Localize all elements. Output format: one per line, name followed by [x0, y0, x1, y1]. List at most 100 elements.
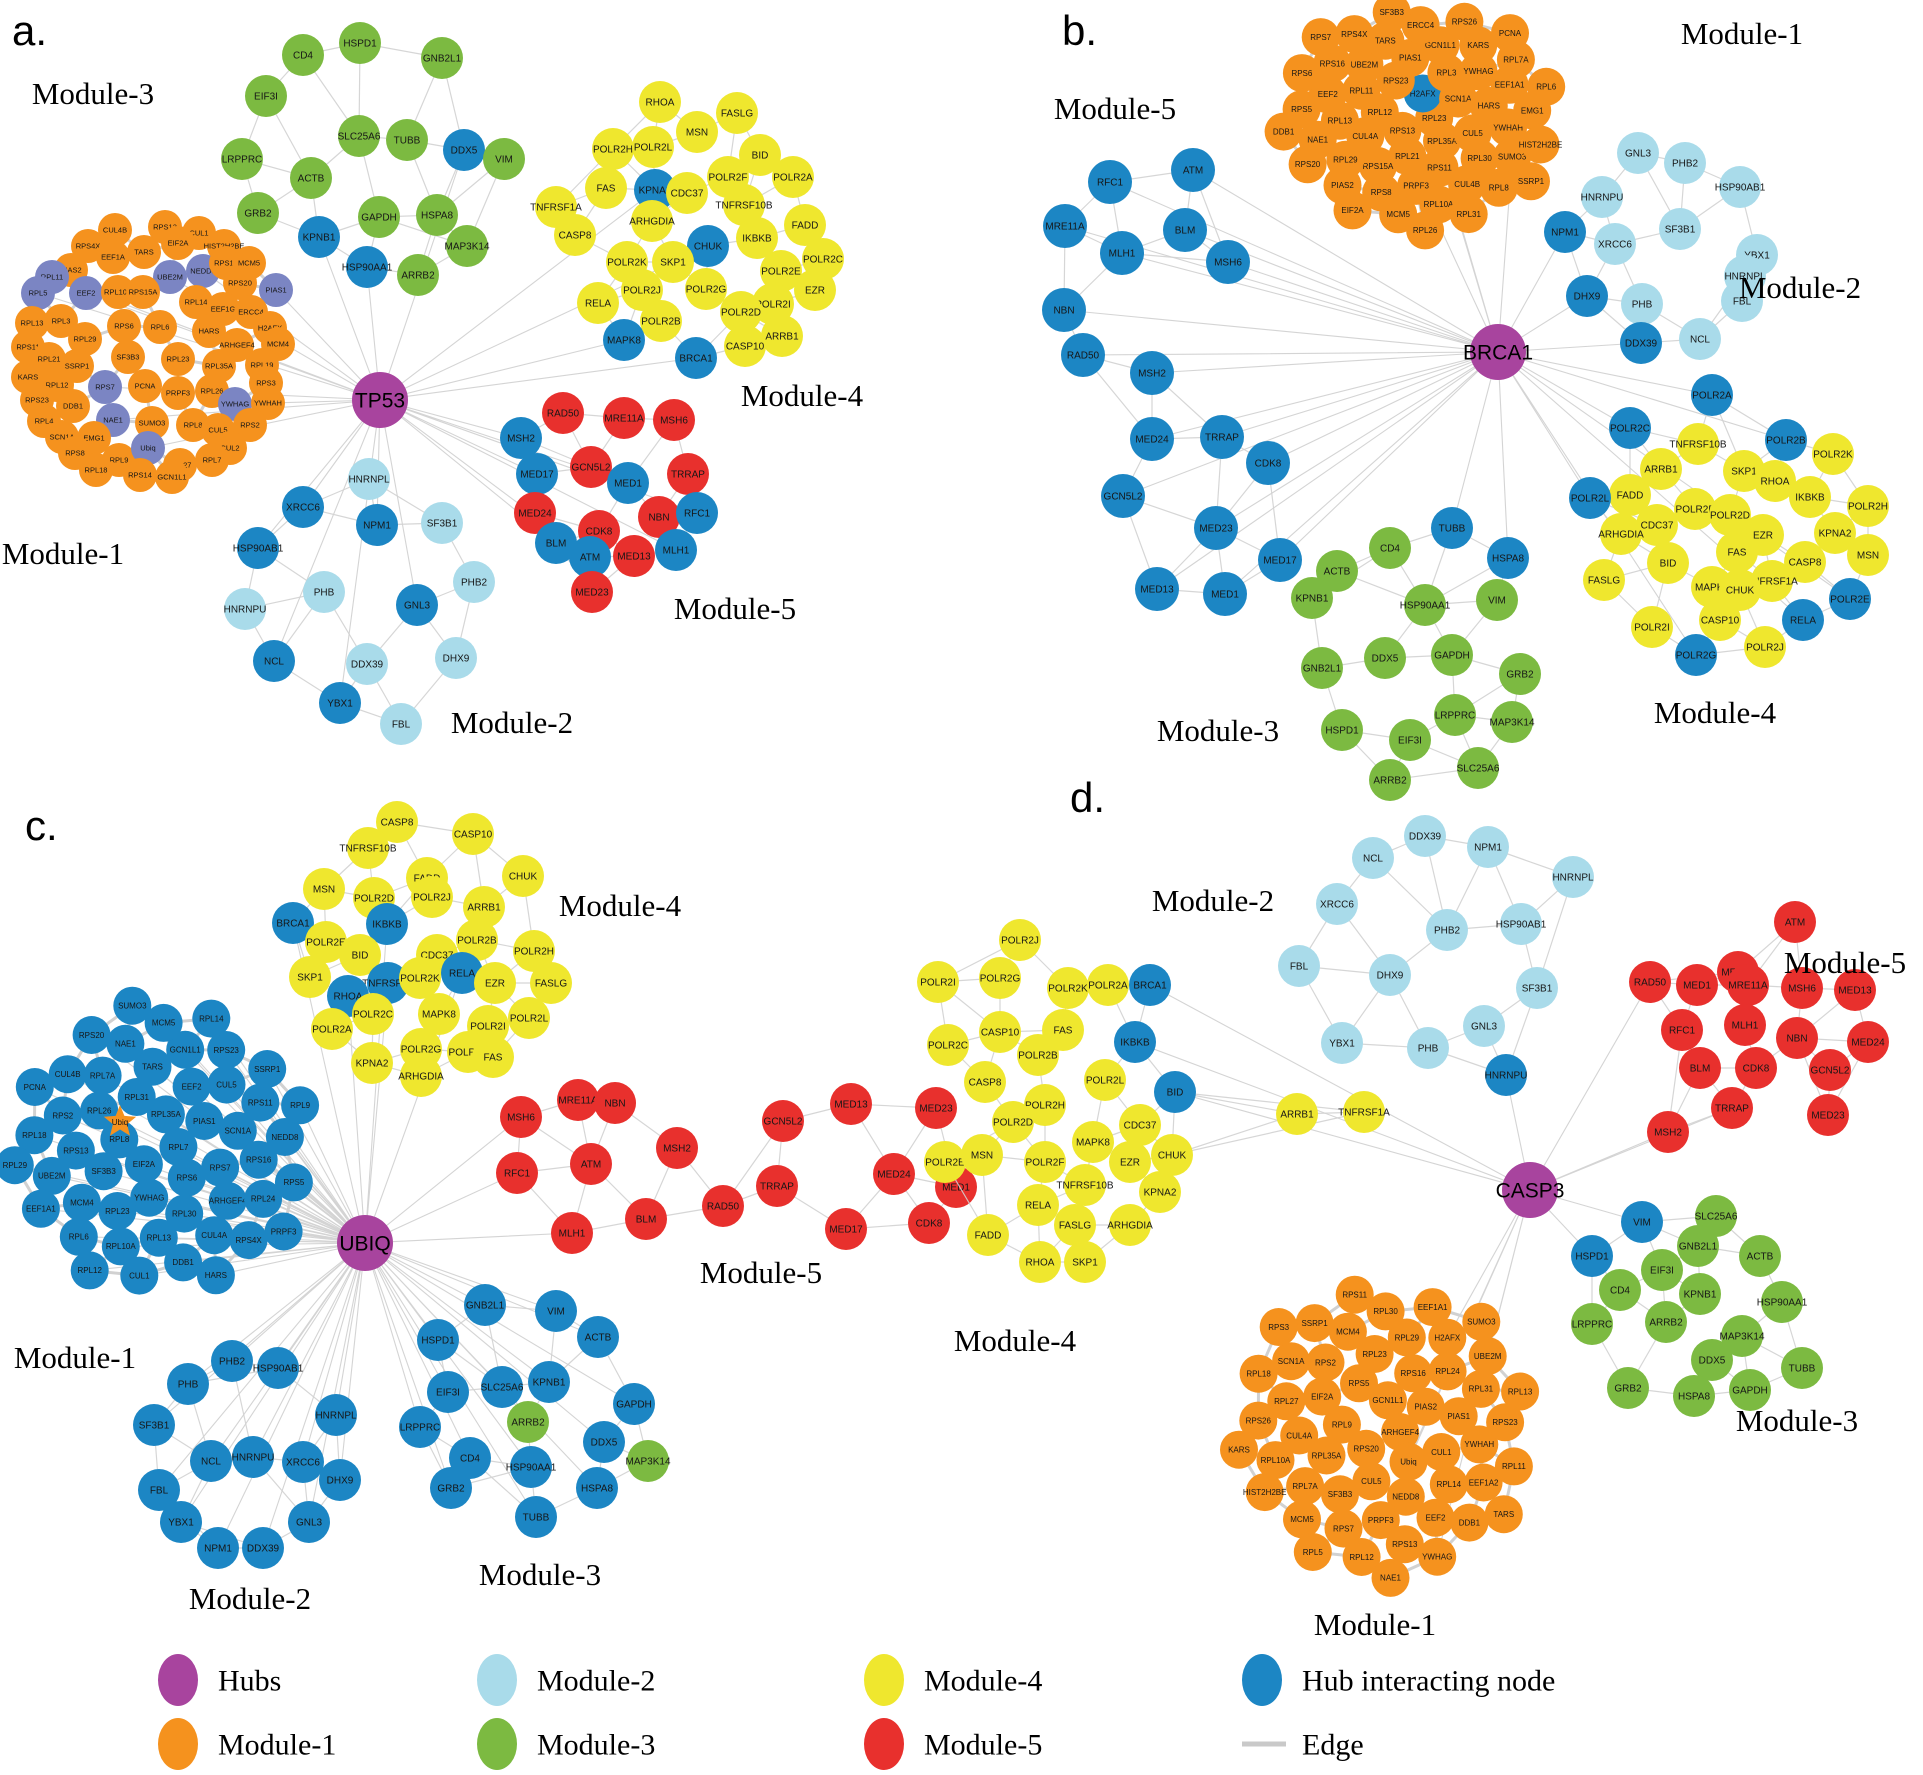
node-RPS4X: RPS4X [229, 1221, 268, 1260]
node-label-MSH2: MSH2 [1138, 369, 1166, 380]
node-label-CUL1: CUL1 [189, 229, 208, 238]
node-label-RPL3: RPL3 [52, 317, 71, 326]
node-label-PCNA: PCNA [24, 1083, 47, 1092]
node-LRPPRC: LRPPRC [1434, 694, 1476, 736]
node-label-RPL31: RPL31 [124, 1093, 149, 1102]
node-circle-MSH2 [1647, 1111, 1689, 1153]
node-circle-CDC37 [666, 172, 708, 214]
node-circle-KPNA2 [351, 1042, 393, 1084]
node-MED1: MED1 [1676, 964, 1718, 1006]
node-label-EEF1A1: EEF1A1 [1495, 81, 1525, 90]
node-label-HSP90AB1: HSP90AB1 [1715, 183, 1766, 194]
node-label-HNRNPL: HNRNPL [1552, 873, 1594, 884]
node-label-SCN1A: SCN1A [49, 433, 74, 442]
node-HSPD1: HSPD1 [339, 22, 381, 64]
node-label-POLR2G: POLR2G [980, 974, 1021, 985]
node-circle-EIF2A [161, 226, 195, 260]
node-circle-MCM4 [62, 1183, 101, 1222]
node-SKP1: SKP1 [289, 956, 331, 998]
node-label-RPL5: RPL5 [1303, 1548, 1324, 1557]
node-label-CASP8: CASP8 [559, 231, 592, 242]
node-RELA: RELA [1782, 599, 1824, 641]
node-circle-KPNB1 [528, 1361, 570, 1403]
node-RPS5: RPS5 [274, 1163, 313, 1202]
node-label-RPS11: RPS11 [16, 343, 39, 352]
node-label-RPL8: RPL8 [1489, 184, 1510, 193]
node-label-EIF3I: EIF3I [1650, 1266, 1674, 1277]
node-label-FBL: FBL [1733, 297, 1752, 308]
node-circle-RAD50 [1629, 961, 1671, 1003]
node-circle-FAS [1716, 531, 1758, 573]
node-circle-TUBB [515, 1496, 557, 1538]
node-POLR2C: POLR2C [1609, 407, 1651, 449]
node-label-POLR2D: POLR2D [354, 894, 394, 905]
node-label-CUL2: CUL2 [220, 444, 239, 453]
node-RPL18: RPL18 [1239, 1354, 1278, 1393]
node-label-TARS: TARS [142, 1063, 163, 1072]
node-label-RPL30: RPL30 [1467, 154, 1492, 163]
node-circle-GNL3 [288, 1501, 330, 1543]
node-label-CHUK: CHUK [1726, 586, 1755, 597]
node-label-RFC1: RFC1 [1669, 1026, 1696, 1037]
node-label-MED23: MED23 [1199, 524, 1233, 535]
node-circle-CUL1 [120, 1256, 159, 1295]
node-circle-NEDD8 [1386, 1477, 1425, 1516]
node-label-CDC37: CDC37 [1124, 1121, 1157, 1132]
node-circle-GCN1L1 [155, 460, 189, 494]
node-DDX5: DDX5 [1364, 637, 1406, 679]
node-circle-PIAS1 [259, 273, 293, 307]
node-label-CD4: CD4 [460, 1454, 480, 1465]
node-circle-RPL6 [143, 310, 177, 344]
node-circle-MLH1 [655, 529, 697, 571]
node-circle-MSH2 [1130, 351, 1174, 395]
node-label-FASLG: FASLG [1588, 576, 1620, 587]
node-RPL35A: RPL35A [1307, 1436, 1346, 1475]
node-HSP90AA1: HSP90AA1 [1757, 1281, 1808, 1323]
node-circle-MAPK8 [418, 993, 460, 1035]
node-label-POLR2K: POLR2K [607, 258, 647, 269]
node-circle-DDX5 [1364, 637, 1406, 679]
node-FBL: FBL [1721, 280, 1763, 322]
node-RPL12: RPL12 [70, 1251, 109, 1290]
node-label-RPL26: RPL26 [87, 1106, 112, 1115]
node-label-KARS: KARS [1228, 1446, 1250, 1455]
node-circle-XRCC6 [1316, 883, 1358, 925]
node-label-RPS13: RPS13 [153, 223, 177, 232]
panel-d: DDX39NPM1NCLHNRNPLXRCC6PHB2HSP90AB1FBLDH… [917, 774, 1906, 1642]
node-label-CHUK: CHUK [1158, 1151, 1187, 1162]
hub-label-UBIQ: UBIQ [339, 1232, 390, 1255]
node-circle-RPL31 [1449, 195, 1488, 234]
node-circle-TUBB [1431, 507, 1473, 549]
node-label-MCM5: MCM5 [238, 259, 260, 268]
node-YBX1: YBX1 [319, 682, 361, 724]
node-label-POLR2G: POLR2G [401, 1045, 442, 1056]
node-label-HNRNPU: HNRNPU [1485, 1071, 1528, 1082]
node-circle-RPL18 [79, 453, 113, 487]
node-MAPK8: MAPK8 [1072, 1121, 1114, 1163]
node-label-RPL29: RPL29 [1395, 1333, 1420, 1342]
node-circle-BID [339, 934, 381, 976]
node-CDK8: CDK8 [908, 1202, 950, 1244]
node-VIM: VIM [1476, 579, 1518, 621]
node-label-KPNA2: KPNA2 [1144, 1188, 1177, 1199]
node-label-RPL18: RPL18 [1246, 1370, 1271, 1379]
node-circle-RAD50 [1061, 333, 1105, 377]
node-circle-BLM [535, 522, 577, 564]
node-NPM1: NPM1 [1544, 211, 1586, 253]
node-label-ACTB: ACTB [1747, 1252, 1774, 1263]
node-circle-HSP90AA1 [1761, 1281, 1803, 1323]
node-label-POLR2E: POLR2E [761, 267, 801, 278]
node-MED23: MED23 [1194, 506, 1238, 550]
node-circle-POLR2G [685, 268, 727, 310]
node-MED13: MED13 [613, 535, 655, 577]
node-label-EEF1A1: EEF1A1 [26, 1205, 56, 1214]
node-circle-NBN [594, 1082, 636, 1124]
node-TNFRSF1A: TNFRSF1A [1338, 1091, 1390, 1133]
node-circle-RPS2 [43, 1096, 82, 1135]
node-circle-DDX39 [1620, 322, 1662, 364]
node-label-CDK8: CDK8 [916, 1219, 943, 1230]
node-label-POLR2I: POLR2I [920, 978, 956, 989]
node-VIM: VIM [483, 138, 525, 180]
node-circle-SCN1A [218, 1111, 257, 1150]
